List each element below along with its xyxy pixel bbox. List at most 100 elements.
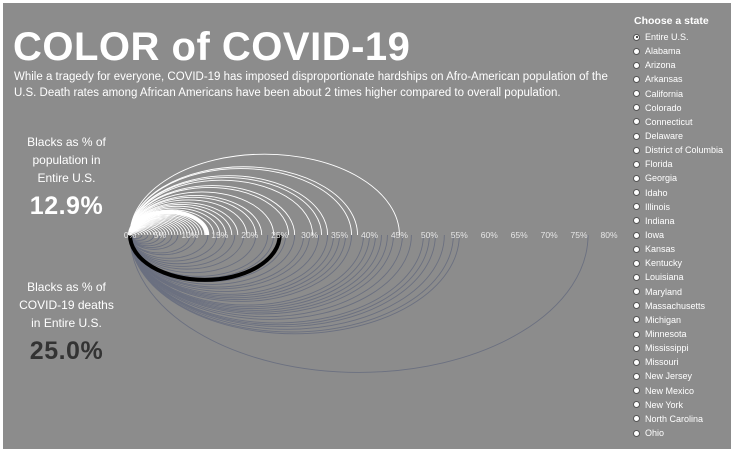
- radio-icon[interactable]: [633, 273, 640, 281]
- state-option-label: District of Columbia: [645, 145, 724, 156]
- state-option[interactable]: Entire U.S.: [633, 30, 729, 44]
- radio-icon[interactable]: [633, 245, 640, 253]
- population-arc: [129, 195, 263, 236]
- state-option[interactable]: Georgia: [633, 171, 729, 185]
- state-option[interactable]: Michigan: [633, 313, 729, 327]
- state-option[interactable]: Illinois: [633, 200, 729, 214]
- radio-icon[interactable]: [633, 358, 640, 366]
- tick-label: 35%: [331, 230, 348, 240]
- radio-icon[interactable]: [633, 288, 640, 296]
- radio-icon[interactable]: [633, 160, 640, 168]
- deaths-arc: [129, 234, 394, 315]
- state-option[interactable]: New Jersey: [633, 369, 729, 383]
- state-selector-title: Choose a state: [634, 15, 709, 27]
- state-option[interactable]: Delaware: [633, 129, 729, 143]
- radio-icon[interactable]: [633, 302, 640, 310]
- state-option[interactable]: California: [633, 87, 729, 101]
- state-option[interactable]: Arkansas: [633, 72, 729, 86]
- state-option-label: Minnesota: [645, 329, 687, 340]
- radio-icon[interactable]: [633, 316, 640, 324]
- state-option-label: Connecticut: [645, 116, 693, 127]
- state-option[interactable]: Alabama: [633, 44, 729, 58]
- state-option[interactable]: Ohio: [633, 426, 729, 440]
- tick-label: 80%: [600, 230, 617, 240]
- radio-icon[interactable]: [633, 132, 640, 140]
- population-arcs: [129, 153, 400, 236]
- deaths-value: 25.0%: [29, 337, 104, 365]
- radio-icon[interactable]: [633, 231, 640, 239]
- tick-label: 65%: [511, 230, 528, 240]
- population-arc: [129, 196, 257, 236]
- radio-icon[interactable]: [633, 203, 640, 211]
- tick-label: 60%: [481, 230, 498, 240]
- radio-icon[interactable]: [633, 429, 640, 437]
- deaths-arc: [129, 234, 589, 373]
- radio-icon[interactable]: [633, 146, 640, 154]
- radio-icon[interactable]: [633, 104, 640, 112]
- tick-label: 40%: [361, 230, 378, 240]
- state-option-label: Idaho: [645, 187, 668, 198]
- radio-icon[interactable]: [633, 415, 640, 423]
- radio-icon[interactable]: [633, 217, 640, 225]
- population-arc: [129, 186, 290, 236]
- state-option[interactable]: Connecticut: [633, 115, 729, 129]
- highlight-arcs: [128, 209, 282, 282]
- deaths-arc: [129, 234, 352, 302]
- radio-icon[interactable]: [633, 174, 640, 182]
- radio-icon[interactable]: [633, 189, 640, 197]
- radio-icon[interactable]: [633, 90, 640, 98]
- state-option-label: Louisiana: [645, 272, 684, 283]
- radio-icon[interactable]: [633, 118, 640, 126]
- population-stat: Blacks as % of population in Entire U.S.…: [9, 133, 124, 221]
- population-arc: [129, 175, 329, 236]
- state-option[interactable]: Louisiana: [633, 270, 729, 284]
- population-arc: [129, 191, 275, 236]
- radio-icon[interactable]: [633, 401, 640, 409]
- deaths-label-line1: Blacks as % of: [27, 280, 106, 294]
- state-option[interactable]: Mississippi: [633, 341, 729, 355]
- deaths-arcs: [129, 234, 589, 373]
- radio-icon[interactable]: [633, 33, 640, 41]
- population-arc: [129, 153, 400, 236]
- page-title: COLOR of COVID-19: [13, 25, 411, 69]
- state-option[interactable]: District of Columbia: [633, 143, 729, 157]
- radio-icon[interactable]: [633, 47, 640, 55]
- deaths-arc: [129, 234, 412, 320]
- axis-ticks: 0% 5% 10% 15% 20% 25% 30% 35% 40% 45% 50% 55% 60% 65%…: [124, 230, 618, 240]
- state-option[interactable]: North Carolina: [633, 412, 729, 426]
- population-arc: [129, 185, 296, 236]
- state-option-label: Missouri: [645, 357, 679, 368]
- radio-icon[interactable]: [633, 259, 640, 267]
- radio-icon[interactable]: [633, 387, 640, 395]
- state-option-label: Delaware: [645, 131, 684, 142]
- radio-icon[interactable]: [633, 372, 640, 380]
- radio-icon[interactable]: [633, 344, 640, 352]
- state-option[interactable]: Missouri: [633, 355, 729, 369]
- state-option[interactable]: New York: [633, 398, 729, 412]
- radio-icon[interactable]: [633, 330, 640, 338]
- state-option[interactable]: Minnesota: [633, 327, 729, 341]
- state-option-label: New York: [645, 399, 684, 410]
- population-label-line2: population in: [32, 153, 101, 167]
- state-option[interactable]: Kansas: [633, 242, 729, 256]
- radio-icon[interactable]: [633, 75, 640, 83]
- state-option-label: California: [645, 88, 684, 99]
- state-selector: Choose a state Entire U.S. Alabama Arizona…: [633, 15, 729, 440]
- state-option[interactable]: Indiana: [633, 214, 729, 228]
- state-option-label: Florida: [645, 159, 673, 170]
- state-option[interactable]: Colorado: [633, 101, 729, 115]
- arc-chart: 0% 5% 10% 15% 20% 25% 30% 35% 40% 45% 50% 55% 60% 65%…: [124, 153, 618, 373]
- state-option[interactable]: Massachusetts: [633, 299, 729, 313]
- state-option[interactable]: Florida: [633, 157, 729, 171]
- population-label-line1: Blacks as % of: [27, 135, 106, 149]
- state-option[interactable]: Arizona: [633, 58, 729, 72]
- state-option-label: Ohio: [645, 428, 665, 438]
- deaths-stat: Blacks as % of COVID-19 deaths in Entire…: [9, 278, 124, 366]
- state-option[interactable]: Kentucky: [633, 256, 729, 270]
- state-option-label: Georgia: [645, 173, 678, 184]
- state-option[interactable]: New Mexico: [633, 384, 729, 398]
- state-option[interactable]: Iowa: [633, 228, 729, 242]
- radio-icon[interactable]: [633, 61, 640, 69]
- state-option[interactable]: Maryland: [633, 285, 729, 299]
- state-option[interactable]: Idaho: [633, 186, 729, 200]
